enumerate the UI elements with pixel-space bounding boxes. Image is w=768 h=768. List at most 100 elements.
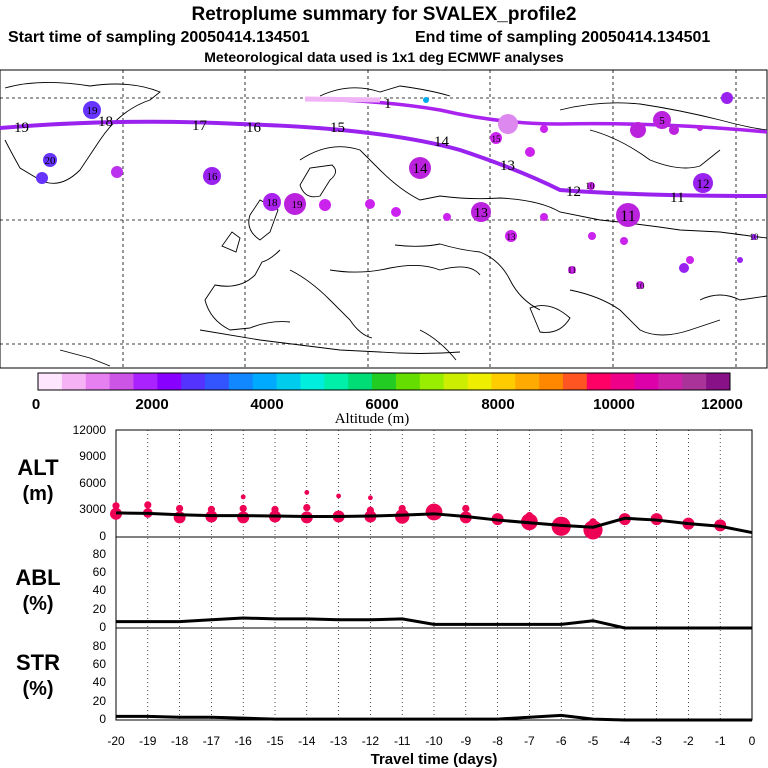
str-y-tick: 80 [93,639,107,653]
alt-cluster-point [398,504,406,513]
trajectory-start-segment [304,96,381,103]
alt-y-tick: 9000 [79,449,106,463]
cluster-marker [616,203,640,227]
cluster-marker [490,132,502,144]
alt-panel-label: ALT [17,455,59,480]
cluster-marker [443,213,451,221]
colorbar-tick: 0 [32,396,40,413]
cluster-marker [471,202,491,222]
end-time-label: End time of sampling 20050414.134501 [415,29,710,46]
colorbar-tick: 4000 [250,396,283,413]
cluster-marker [43,153,57,167]
cluster-label: 5 [659,115,665,127]
colorbar-swatch [324,373,349,390]
cluster-marker [679,263,689,273]
cluster-label: 11 [568,265,577,275]
x-tick: -6 [556,734,567,748]
x-tick: -10 [425,734,443,748]
chart-title: Retroplume summary for SVALEX_profile2 [191,4,576,25]
series-lines [115,511,753,722]
cluster-label: 18 [267,197,279,209]
colorbar-swatch [133,373,158,390]
x-tick: -2 [683,734,694,748]
x-tick: 0 [749,734,756,748]
traj-label: 19 [14,120,29,136]
abl-y-tick: 80 [93,547,107,561]
colorbar-swatch [205,373,230,390]
cluster-label: 16 [207,171,219,183]
cluster-label: 14 [413,161,429,177]
abl-line [116,616,752,630]
x-tick: -19 [139,734,157,748]
colorbar-swatch [252,373,278,390]
colorbar-swatch [109,373,134,390]
cluster-marker [284,193,306,215]
alt-cluster-point [589,518,597,526]
cluster-marker [697,125,703,131]
alt-cluster-point [304,490,310,495]
colorbar-swatch [348,373,373,390]
cluster-label: 11 [620,208,635,225]
str-line [116,713,752,722]
colorbar-tick: 2000 [135,396,168,413]
cluster-label: 19 [292,199,304,211]
colorbar-swatch [491,373,516,390]
alt-y-tick: 3000 [79,502,106,516]
str-panel-unit: (%) [22,678,53,700]
cluster-marker [540,213,548,221]
str-y-tick: 40 [93,675,107,689]
x-tick: -11 [394,734,411,748]
cluster-marker [365,199,375,209]
alt-y-ticks: 12000 9000 6000 3000 0 [73,423,107,543]
cluster-marker [751,234,757,240]
day-gridlines [147,430,721,720]
cluster-marker [588,232,596,240]
abl-y-tick: 60 [93,565,107,579]
colorbar-swatch [682,373,707,390]
x-axis-label: Travel time (days) [371,751,498,768]
x-tick: -20 [107,734,125,748]
colorbar-swatch [515,373,540,390]
colorbar-swatch [658,373,683,390]
cluster-label: 10 [636,281,646,291]
colorbar-border [37,372,731,391]
abl-y-tick: 20 [93,602,107,616]
alt-y-tick: 6000 [79,476,106,490]
colorbar-tick: 12000 [701,396,743,413]
colorbar-swatch [61,373,87,390]
colorbar-swatch [372,373,397,390]
alt-cluster-point [425,503,443,521]
alt-cluster-point [336,493,341,499]
alt-y-tick: 0 [99,529,106,543]
str-y-tick: 0 [99,712,106,726]
colorbar-swatch [562,373,588,390]
alt-cluster-point [239,504,247,513]
cluster-marker [391,207,401,217]
cluster-label: 13 [507,232,517,242]
colorbar-tick: 10000 [593,396,635,413]
traj-label: 14 [434,134,450,150]
cluster-marker [587,182,595,190]
colorbar-swatch [634,373,659,390]
alt-cluster-point [240,494,246,500]
cluster-marker [653,111,671,129]
colorbar-swatch [228,373,254,390]
cluster-marker [630,122,646,138]
cluster-marker [111,166,123,178]
cluster-marker [636,281,644,289]
colorbar-swatch [276,373,301,390]
traj-label: 13 [500,158,515,174]
traj-label: 18 [98,114,113,130]
x-tick-labels: -20 -19 -18 -17 -16 -15 -14 -13 -12 -11 -10 -9 -8 -7-… [107,734,755,748]
x-tick: -1 [715,734,726,748]
cluster-marker [423,97,429,103]
cluster-marker [737,257,743,263]
alt-cluster-point [303,503,311,512]
colorbar-swatch [610,373,636,390]
alt-y-tick: 12000 [73,423,107,437]
colorbar-swatch [300,373,325,390]
x-tick: -7 [524,734,535,748]
alt-cluster-point [366,506,374,514]
x-tick: -9 [460,734,471,748]
